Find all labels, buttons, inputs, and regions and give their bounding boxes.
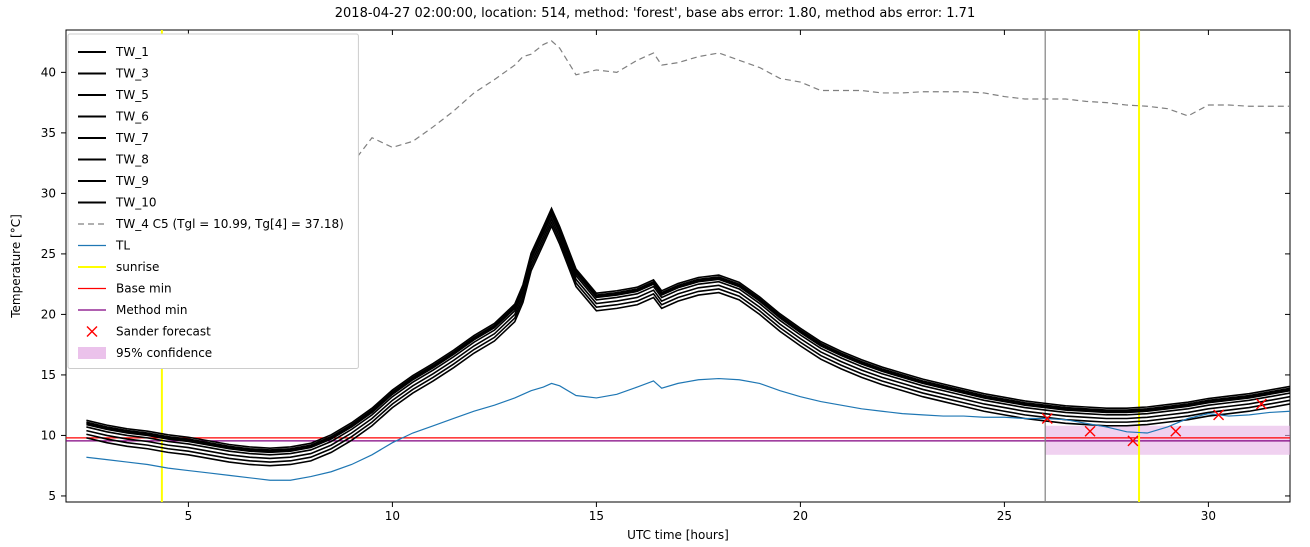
legend-label: TW_5 — [115, 88, 149, 102]
legend-label: 95% confidence — [116, 346, 212, 360]
y-tick-label: 30 — [41, 186, 56, 200]
chart-svg: 2018-04-27 02:00:00, location: 514, meth… — [0, 0, 1310, 547]
y-tick-label: 35 — [41, 126, 56, 140]
x-tick-label: 30 — [1201, 509, 1216, 523]
y-tick-label: 15 — [41, 368, 56, 382]
x-axis-label: UTC time [hours] — [627, 528, 729, 542]
legend-label: Base min — [116, 282, 172, 296]
legend-label: TW_8 — [115, 153, 149, 167]
x-tick-label: 15 — [589, 509, 604, 523]
legend-label: sunrise — [116, 260, 159, 274]
legend-label: TW_9 — [115, 174, 149, 188]
legend-label: Sander forecast — [116, 325, 211, 339]
legend-box — [68, 34, 358, 369]
legend-label: TW_6 — [115, 110, 149, 124]
legend-label: Method min — [116, 303, 187, 317]
x-tick-label: 5 — [185, 509, 193, 523]
confidence-band — [1045, 426, 1290, 455]
legend: TW_1 TW_3 TW_5 TW_6 TW_7 TW_8 TW_9 TW_10 TW_4 C5… — [68, 34, 358, 369]
legend-label: TW_7 — [115, 131, 149, 145]
chart-container: 2018-04-27 02:00:00, location: 514, meth… — [0, 0, 1310, 547]
y-tick-label: 5 — [48, 489, 56, 503]
y-axis-label: Temperature [°C] — [9, 214, 23, 319]
x-tick-label: 20 — [793, 509, 808, 523]
y-tick-label: 10 — [41, 428, 56, 442]
legend-label: TW_10 — [115, 196, 156, 210]
legend-label: TW_4 C5 (Tgl = 10.99, Tg[4] = 37.18) — [115, 217, 344, 231]
legend-label: TL — [115, 239, 130, 253]
x-tick-label: 25 — [997, 509, 1012, 523]
legend-label: TW_3 — [115, 67, 149, 81]
y-tick-label: 20 — [41, 307, 56, 321]
legend-label: TW_1 — [115, 45, 149, 59]
y-tick-label: 25 — [41, 247, 56, 261]
y-tick-label: 40 — [41, 65, 56, 79]
x-tick-label: 10 — [385, 509, 400, 523]
chart-title: 2018-04-27 02:00:00, location: 514, meth… — [335, 6, 975, 21]
